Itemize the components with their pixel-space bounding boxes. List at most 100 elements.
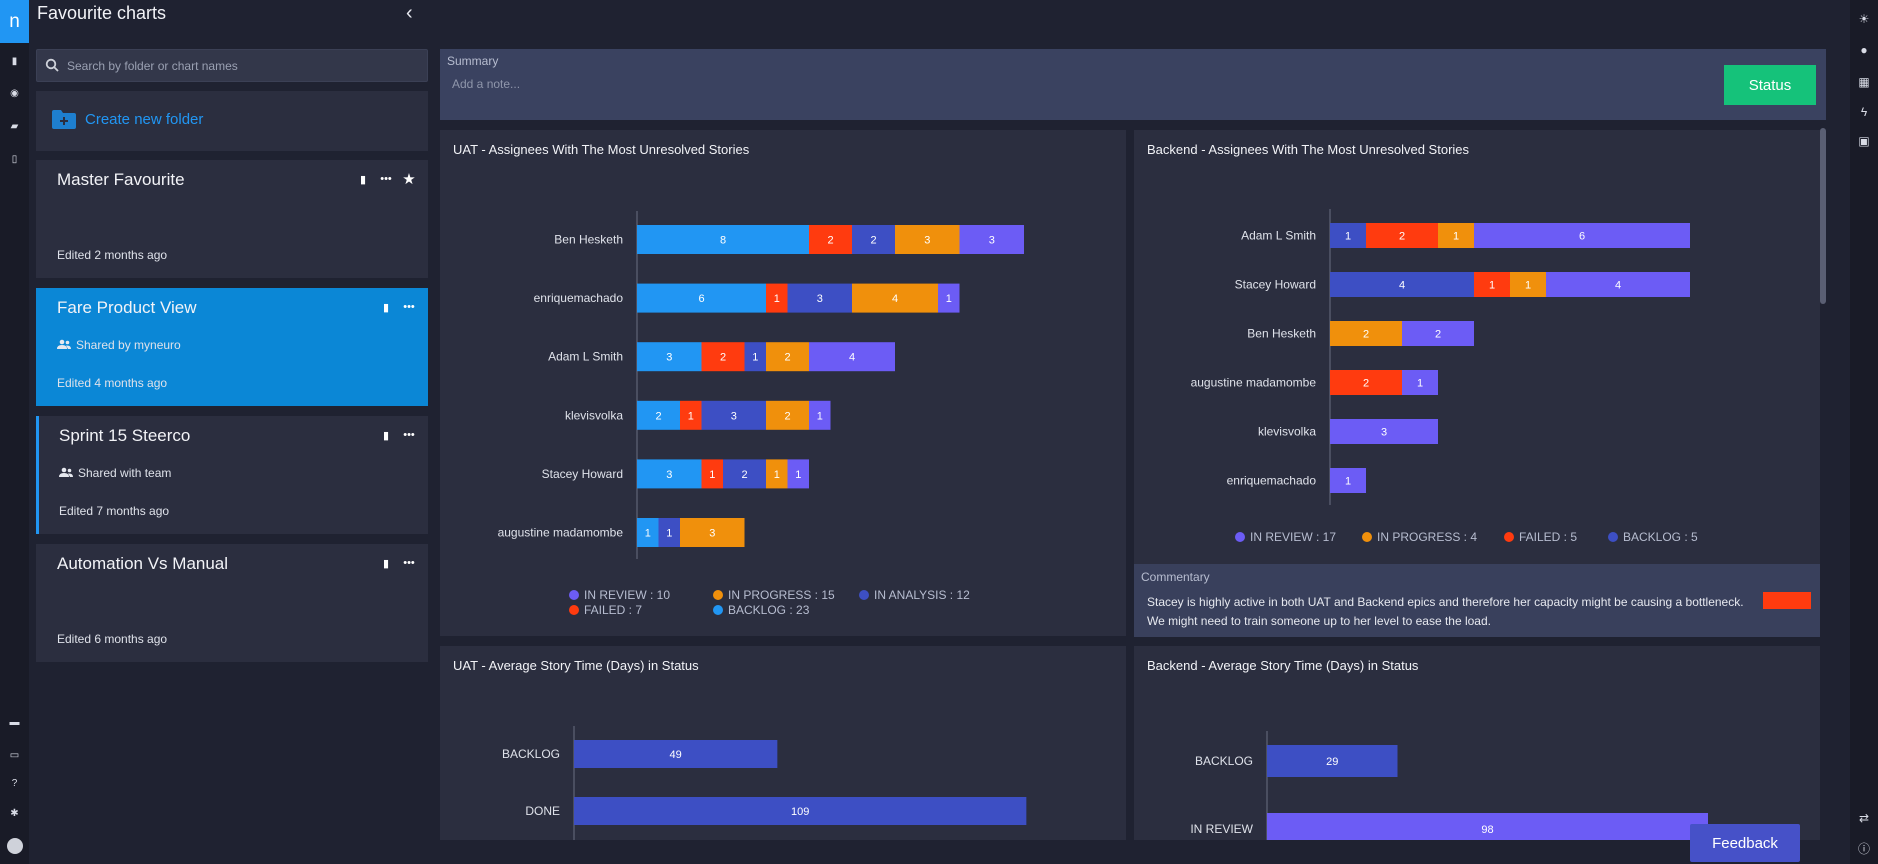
- left-nav-rail: [0, 0, 29, 864]
- feedback-button[interactable]: Feedback: [1690, 824, 1800, 862]
- bar-segment: [852, 225, 895, 254]
- document-icon[interactable]: ▮: [382, 429, 390, 442]
- bar-value-label: 1: [946, 293, 952, 305]
- legend-marker: [1504, 532, 1514, 542]
- bar-segment: [1474, 272, 1510, 297]
- file-nav-icon[interactable]: ▯: [11, 153, 18, 165]
- more-options-icon[interactable]: •••: [380, 173, 392, 185]
- bar-segment: [637, 400, 680, 430]
- theme-toggle-icon[interactable]: ☀: [1858, 12, 1870, 26]
- bar-value-label: 3: [989, 235, 995, 247]
- folder-card[interactable]: Sprint 15 Steerco ▮ ••• Shared with team…: [36, 416, 428, 534]
- chart-title: UAT - Assignees With The Most Unresolved…: [453, 142, 750, 157]
- bar-segment: [680, 400, 702, 430]
- bar-segment: [852, 283, 938, 313]
- category-label: Ben Hesketh: [554, 233, 623, 247]
- bar-value-label: 2: [1399, 231, 1405, 243]
- bar-value-label: 1: [688, 410, 694, 422]
- document-icon[interactable]: ▮: [382, 301, 390, 314]
- storage-nav-icon[interactable]: ▬: [9, 716, 20, 728]
- more-options-icon[interactable]: •••: [403, 301, 415, 313]
- bar-value-label: 1: [709, 469, 715, 481]
- bar-value-label: 1: [1525, 280, 1531, 292]
- collapse-sidebar-chevron-icon[interactable]: ‹: [406, 2, 413, 24]
- legend-item: BACKLOG : 5: [1623, 530, 1698, 544]
- help-nav-icon[interactable]: ?: [11, 777, 18, 789]
- folder-card-selected[interactable]: Fare Product View ▮ ••• Shared by myneur…: [36, 288, 428, 406]
- bar: [1267, 813, 1708, 840]
- bar-value-label: 3: [731, 410, 737, 422]
- bar-value-label: 2: [827, 235, 833, 247]
- more-options-icon[interactable]: •••: [403, 429, 415, 441]
- devices-nav-icon[interactable]: ▭: [9, 749, 20, 761]
- star-icon[interactable]: ★: [402, 171, 416, 188]
- search-input[interactable]: [67, 56, 417, 76]
- category-label: enriquemachado: [534, 291, 624, 305]
- bar-value-label: 2: [784, 352, 790, 364]
- bar-segment: [1546, 272, 1690, 297]
- status-button[interactable]: Status: [1724, 65, 1816, 105]
- more-options-icon[interactable]: •••: [403, 557, 415, 569]
- document-nav-icon[interactable]: ▮: [11, 55, 18, 67]
- bar-value-label: 2: [741, 469, 747, 481]
- bar-segment: [701, 459, 723, 489]
- create-folder-button[interactable]: Create new folder: [36, 91, 428, 151]
- bar-value-label: 2: [784, 410, 790, 422]
- users-icon: [57, 339, 71, 349]
- create-folder-label: Create new folder: [85, 111, 204, 128]
- bar-segment: [680, 518, 745, 547]
- folder-edited-time: Edited 4 months ago: [57, 376, 168, 390]
- app-logo[interactable]: n: [0, 0, 29, 43]
- repeat-icon[interactable]: ⇄: [1858, 811, 1870, 825]
- bar-segment: [809, 342, 895, 372]
- folder-card[interactable]: Automation Vs Manual ▮ ••• Edited 6 mont…: [36, 544, 428, 662]
- bar-value-label: 2: [1363, 329, 1369, 341]
- document-icon[interactable]: ▮: [382, 557, 390, 570]
- document-icon[interactable]: ▮: [359, 173, 367, 186]
- bar-value-label: 8: [720, 235, 726, 247]
- summary-note-input[interactable]: [452, 77, 1652, 91]
- chart-title: Backend - Assignees With The Most Unreso…: [1147, 142, 1470, 157]
- info-icon[interactable]: ⓘ: [1857, 841, 1870, 856]
- backend-story-time-chart: BACKLOG 29 IN REVIEW 98: [1190, 731, 1708, 840]
- bar-value-label: 1: [752, 352, 758, 364]
- bar-value-label: 3: [666, 352, 672, 364]
- bar-segment: [938, 283, 960, 313]
- bar-segment: [701, 400, 766, 430]
- bookmark-nav-icon[interactable]: ▰: [10, 120, 19, 132]
- bar-segment: [637, 283, 766, 313]
- legend-item: FAILED : 5: [1519, 530, 1577, 544]
- lightning-icon[interactable]: ϟ: [1860, 105, 1868, 119]
- bar-value-label: 1: [1345, 476, 1351, 488]
- folder-share-status: Shared by myneuro: [76, 338, 181, 352]
- category-label: Stacey Howard: [542, 467, 623, 481]
- legend-item: IN PROGRESS : 4: [1377, 530, 1477, 544]
- bar-segment: [1330, 419, 1438, 444]
- bar: [1267, 745, 1398, 777]
- bar-segment: [1402, 370, 1438, 395]
- users-icon: [59, 467, 73, 477]
- category-label: augustine madamombe: [1191, 376, 1317, 390]
- notification-bell-icon[interactable]: ●: [1860, 43, 1868, 57]
- chart-title: UAT - Average Story Time (Days) in Statu…: [453, 658, 699, 673]
- chart-title: Backend - Average Story Time (Days) in S…: [1147, 658, 1419, 673]
- laptop-icon[interactable]: ▣: [1858, 134, 1870, 148]
- dashboard-grid-icon[interactable]: ▦: [1858, 75, 1870, 89]
- bar-value-label: 2: [720, 352, 726, 364]
- compass-nav-icon[interactable]: ◉: [10, 87, 19, 99]
- legend-item: IN REVIEW : 17: [1250, 530, 1336, 544]
- main-scrollbar[interactable]: [1820, 128, 1826, 304]
- bar-segment: [637, 459, 702, 489]
- commentary-status-swatch[interactable]: [1763, 592, 1811, 609]
- bar-segment: [658, 518, 680, 547]
- settings-nav-icon[interactable]: ✱: [10, 807, 19, 819]
- user-avatar[interactable]: [7, 838, 23, 854]
- bar-segment: [744, 342, 766, 372]
- bar-segment: [723, 459, 766, 489]
- bar-value-label: 3: [666, 469, 672, 481]
- chart-panel-uat-story-time: UAT - Average Story Time (Days) in Statu…: [440, 646, 1126, 840]
- folder-edited-time: Edited 2 months ago: [57, 248, 168, 262]
- chart-panel-backend-assignees: Backend - Assignees With The Most Unreso…: [1134, 130, 1820, 564]
- folder-card[interactable]: Master Favourite ▮ ••• ★ Edited 2 months…: [36, 160, 428, 278]
- bar-segment: [895, 225, 960, 254]
